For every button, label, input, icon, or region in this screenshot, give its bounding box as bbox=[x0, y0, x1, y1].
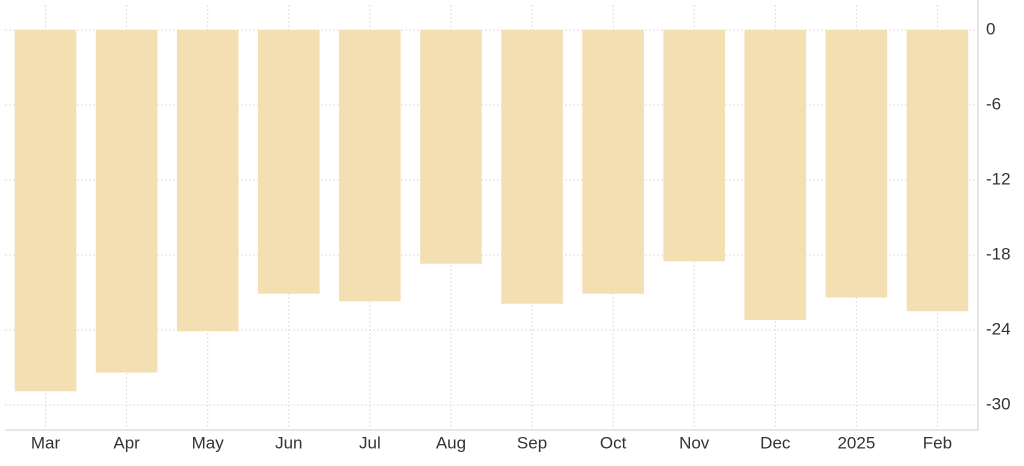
x-tick-label: Aug bbox=[436, 433, 466, 452]
y-tick-label: 0 bbox=[986, 19, 995, 38]
bar bbox=[95, 30, 158, 373]
x-tick-label: Dec bbox=[760, 433, 791, 452]
x-tick-label: Feb bbox=[923, 433, 952, 452]
bar bbox=[339, 30, 401, 302]
bar bbox=[176, 30, 239, 332]
bar bbox=[420, 30, 482, 264]
bar bbox=[14, 30, 77, 392]
y-tick-label: -12 bbox=[986, 169, 1011, 188]
bar bbox=[257, 30, 320, 294]
x-tick-label: Nov bbox=[679, 433, 710, 452]
bar bbox=[744, 30, 807, 320]
y-tick-label: -24 bbox=[986, 319, 1011, 338]
x-tick-label: Oct bbox=[600, 433, 627, 452]
bar bbox=[906, 30, 969, 312]
x-tick-label: Apr bbox=[113, 433, 140, 452]
y-tick-label: -6 bbox=[986, 94, 1001, 113]
y-tick-label: -18 bbox=[986, 244, 1011, 263]
x-tick-label: Jul bbox=[359, 433, 381, 452]
bar bbox=[663, 30, 726, 262]
bar bbox=[501, 30, 563, 304]
x-tick-label: May bbox=[192, 433, 225, 452]
bar bbox=[582, 30, 644, 294]
x-tick-label: 2025 bbox=[837, 433, 875, 452]
x-tick-label: Jun bbox=[275, 433, 302, 452]
bar bbox=[825, 30, 888, 298]
x-tick-label: Sep bbox=[517, 433, 547, 452]
y-tick-label: -30 bbox=[986, 394, 1011, 413]
x-tick-label: Mar bbox=[31, 433, 61, 452]
